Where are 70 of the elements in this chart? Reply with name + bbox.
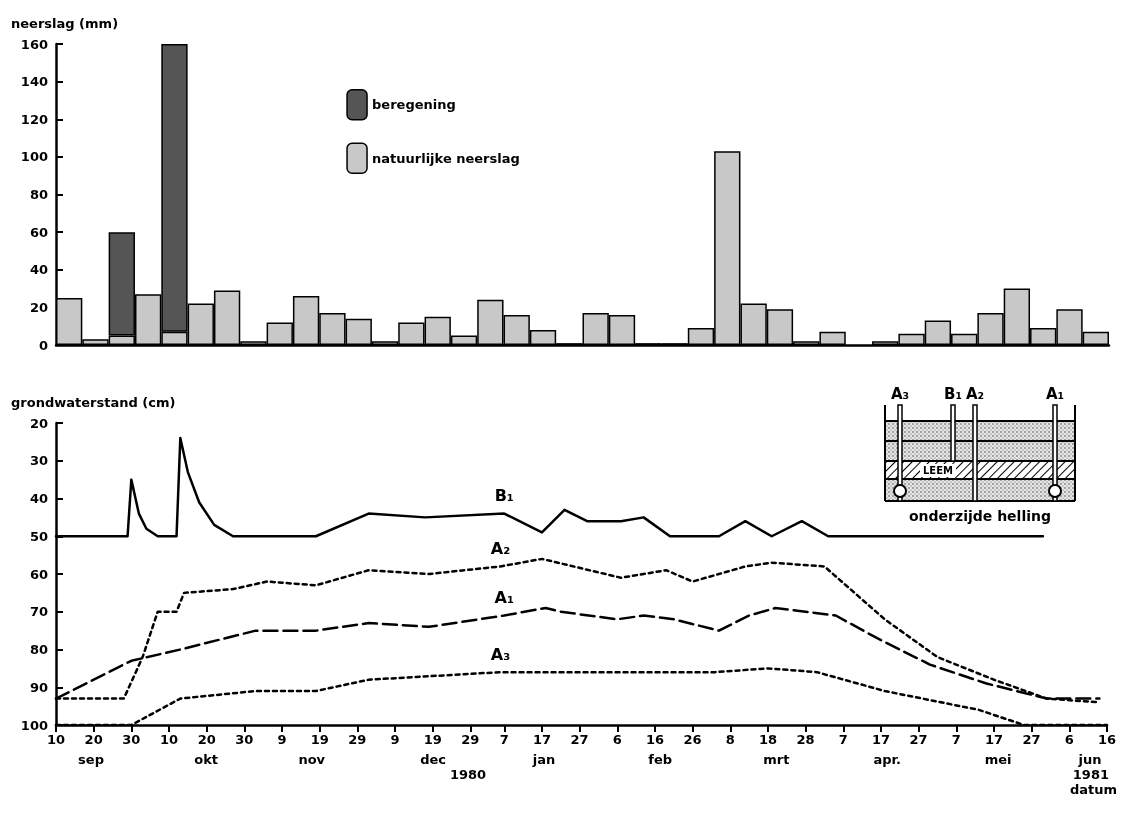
text: okt [194, 752, 219, 767]
x-tick-label: 19 [423, 732, 442, 747]
x-tick-label: 30 [235, 732, 254, 747]
legend-label: beregening [372, 97, 456, 113]
series-label: A₂ [490, 538, 511, 558]
y-tick-label: 0 [38, 337, 48, 353]
y-tick-label: 140 [20, 74, 48, 90]
x-tick-label: 27 [909, 732, 928, 747]
x-tick-label: 26 [683, 732, 702, 747]
x-tick-label: 29 [348, 732, 367, 747]
y-tick-label: 30 [29, 453, 48, 469]
x-tick-label: 16 [645, 732, 664, 747]
text: nov [298, 752, 326, 767]
y-tick-label: 100 [20, 717, 48, 733]
x-tick-label: 7 [951, 732, 961, 747]
annotation: onderzijde helling [909, 508, 1051, 524]
y-tick-label: 100 [20, 149, 48, 165]
y-tick-label: 60 [29, 224, 48, 240]
text: dec [420, 752, 447, 767]
text: apr. [873, 752, 902, 767]
y-tick-label: 80 [29, 187, 48, 202]
y-tick-label: 70 [29, 604, 48, 620]
y-tick-label: 40 [29, 262, 48, 278]
text: 1981 [1072, 767, 1109, 782]
series-label: A₃ [490, 644, 511, 664]
x-tick-label: 27 [570, 732, 589, 747]
text: mei [984, 752, 1012, 767]
x-tick-label: 6 [1064, 732, 1074, 747]
x-tick-label: 17 [871, 732, 890, 747]
text: sep [78, 752, 104, 767]
y-tick-label: 80 [29, 642, 48, 657]
x-tick-label: 20 [84, 732, 103, 747]
x-tick-label: 28 [796, 732, 815, 747]
x-tick-label: 17 [984, 732, 1003, 747]
x-tick-label: 9 [277, 732, 287, 747]
x-tick-label: 6 [612, 732, 622, 747]
x-tick-label: 10 [159, 732, 179, 747]
text: 1980 [449, 767, 487, 782]
y-tick-label: 160 [20, 36, 48, 52]
y-tick-label: 40 [29, 491, 48, 506]
y-tick-label: 120 [20, 111, 48, 127]
x-tick-label: 30 [122, 732, 141, 747]
legend-label: natuurlijke neerslag [372, 150, 520, 166]
y-tick-label: 60 [29, 566, 48, 582]
y-tick-label: 20 [29, 299, 48, 315]
text: jan [531, 752, 556, 767]
x-tick-label: 8 [725, 732, 735, 747]
series-label: B₁ [494, 486, 514, 506]
x-tick-label: 16 [1097, 732, 1116, 747]
x-tick-label: 10 [46, 732, 66, 747]
x-tick-label: 20 [197, 732, 216, 747]
y-tick-label: 90 [29, 679, 48, 695]
x-tick-label: 9 [390, 732, 400, 747]
x-tick-label: 27 [1022, 732, 1041, 747]
text: jun [1077, 752, 1102, 767]
y-axis-title: grondwaterstand (cm) [11, 395, 176, 410]
text: mrt [763, 752, 790, 767]
y-tick-label: 50 [29, 528, 48, 544]
series-label: A₁ [494, 588, 514, 608]
x-tick-label: 7 [838, 732, 848, 747]
x-tick-label: 7 [499, 732, 509, 747]
x-tick-label: 29 [461, 732, 480, 747]
y-axis-title: neerslag (mm) [11, 16, 119, 31]
annotation: LEEM [923, 465, 954, 476]
y-tick-label: 20 [29, 415, 48, 431]
text: feb [648, 752, 673, 767]
x-tick-label: 17 [532, 732, 551, 747]
x-axis-title: datum [1069, 782, 1117, 797]
x-tick-label: 19 [310, 732, 329, 747]
x-tick-label: 18 [758, 732, 777, 747]
